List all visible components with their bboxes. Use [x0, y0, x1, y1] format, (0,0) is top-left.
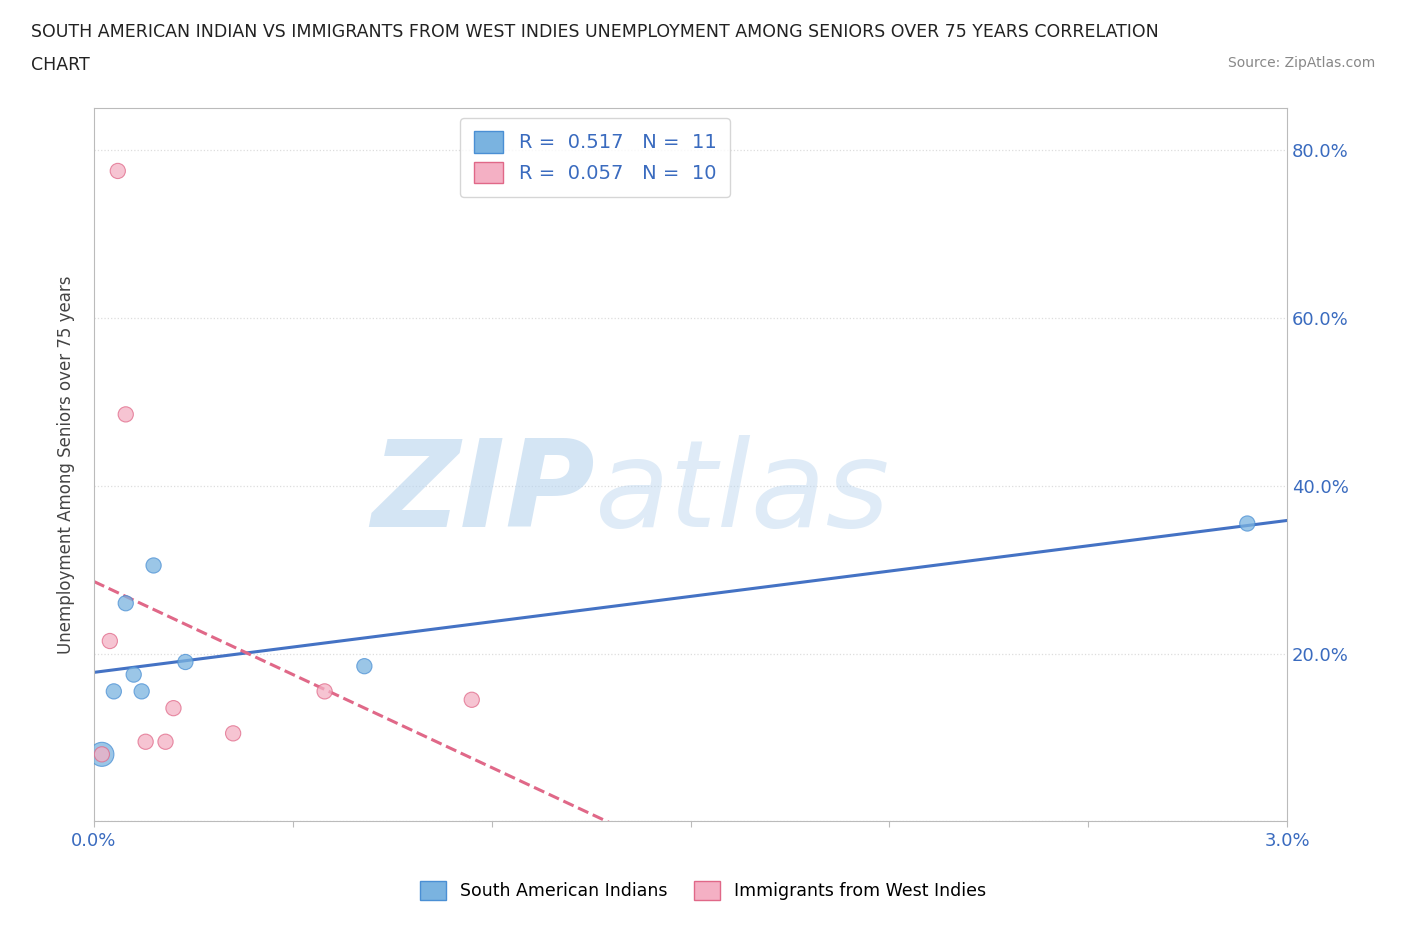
Point [155, 735, 177, 750]
Text: SOUTH AMERICAN INDIAN VS IMMIGRANTS FROM WEST INDIES UNEMPLOYMENT AMONG SENIORS : SOUTH AMERICAN INDIAN VS IMMIGRANTS FROM… [31, 23, 1159, 41]
Point [107, 164, 129, 179]
Point [90, 747, 112, 762]
Point [98, 633, 121, 648]
Point [174, 655, 197, 670]
Text: ZIP: ZIP [371, 435, 595, 551]
Legend: South American Indians, Immigrants from West Indies: South American Indians, Immigrants from … [413, 874, 993, 908]
Y-axis label: Unemployment Among Seniors over 75 years: Unemployment Among Seniors over 75 years [58, 275, 75, 654]
Legend: R =  0.517   N =  11, R =  0.057   N =  10: R = 0.517 N = 11, R = 0.057 N = 10 [460, 118, 730, 197]
Point [135, 735, 157, 750]
Point [222, 726, 245, 741]
Point [314, 684, 336, 698]
Point [131, 684, 153, 698]
Point [142, 558, 165, 573]
Point [353, 658, 375, 673]
Point [90, 747, 112, 762]
Point [103, 684, 125, 698]
Point [1236, 516, 1258, 531]
Point [162, 700, 184, 715]
Text: Source: ZipAtlas.com: Source: ZipAtlas.com [1227, 56, 1375, 70]
Point [114, 407, 136, 422]
Point [122, 667, 145, 682]
Text: CHART: CHART [31, 56, 90, 73]
Point [461, 692, 484, 707]
Point [114, 596, 136, 611]
Text: atlas: atlas [595, 435, 890, 551]
